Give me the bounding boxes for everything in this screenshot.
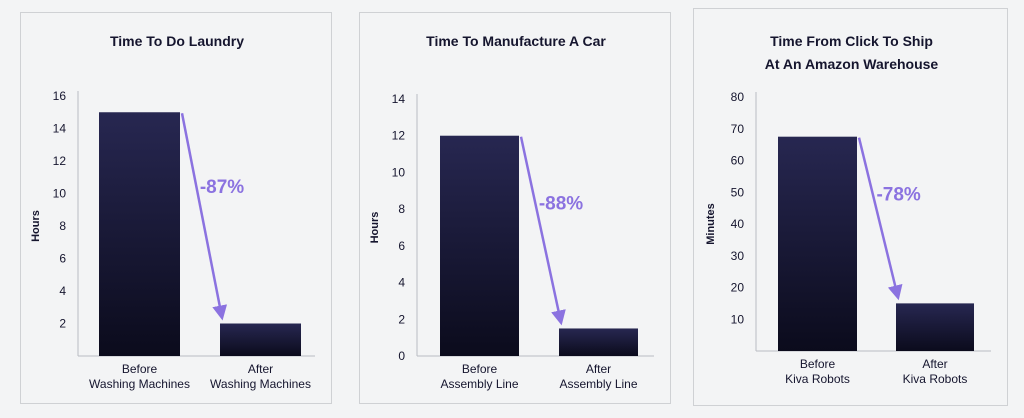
x-category-label: After	[922, 357, 947, 371]
y-tick-label: 60	[731, 154, 745, 168]
y-tick-label: 70	[731, 122, 745, 136]
y-tick-label: 40	[731, 217, 745, 231]
bar-after	[220, 323, 301, 356]
reduction-arrow	[519, 136, 566, 326]
y-tick-label: 16	[53, 89, 67, 103]
y-tick-label: 30	[731, 249, 745, 263]
y-tick-label: 14	[53, 122, 67, 136]
bar-before	[99, 112, 180, 356]
y-tick-label: 12	[392, 129, 406, 143]
chart-title: At An Amazon Warehouse	[765, 56, 939, 72]
x-category-label: Kiva Robots	[903, 372, 968, 386]
y-tick-label: 10	[53, 187, 67, 201]
percent-change-label: -78%	[876, 184, 920, 205]
chart-panel-car: Time To Manufacture A Car 14 12 10 8 6 4 2 0 Hour…	[359, 12, 671, 404]
reduction-arrow	[857, 137, 903, 301]
y-tick-label: 50	[731, 185, 745, 199]
x-category-label: Washing Machines	[89, 377, 190, 391]
x-category-label: Kiva Robots	[785, 372, 850, 386]
y-tick-label: 8	[398, 202, 405, 216]
y-tick-label: 4	[398, 276, 405, 290]
chart-panel-laundry: Time To Do Laundry 16 14 12 10 8 6 4 2 Hours Befor…	[20, 12, 332, 404]
x-category-label: Washing Machines	[210, 377, 311, 391]
x-category-label: Before	[800, 357, 836, 371]
y-axis-label: Minutes	[705, 203, 717, 245]
bar-before	[440, 135, 519, 356]
bar-after	[559, 328, 638, 356]
x-category-label: Before	[122, 362, 158, 376]
y-tick-label: 20	[731, 281, 745, 295]
y-tick-label: 2	[398, 312, 405, 326]
y-tick-label: 2	[59, 317, 66, 331]
y-tick-label: 80	[731, 90, 745, 104]
y-axis-label: Hours	[369, 212, 381, 244]
chart-title: Time To Do Laundry	[110, 33, 244, 49]
x-category-label: After	[586, 362, 611, 376]
chart-panel-amazon: Time From Click To Ship At An Amazon Ware…	[693, 8, 1008, 406]
bar-before	[778, 136, 857, 351]
chart-title: Time From Click To Ship	[770, 33, 933, 49]
bar-after	[896, 303, 974, 351]
y-tick-label: 10	[392, 165, 406, 179]
reduction-arrow	[180, 113, 228, 321]
x-category-label: Before	[462, 362, 498, 376]
x-category-label: Assembly Line	[440, 377, 518, 391]
x-category-label: After	[248, 362, 273, 376]
x-category-label: Assembly Line	[559, 377, 637, 391]
y-tick-label: 6	[59, 252, 66, 266]
percent-change-label: -87%	[200, 177, 244, 198]
y-tick-label: 8	[59, 219, 66, 233]
chart-laundry: Time To Do Laundry 16 14 12 10 8 6 4 2 Hours Befor…	[30, 33, 315, 391]
chart-amazon: Time From Click To Ship At An Amazon Ware…	[705, 33, 991, 386]
chart-title: Time To Manufacture A Car	[426, 33, 606, 49]
y-tick-label: 10	[731, 312, 745, 326]
y-tick-label: 4	[59, 284, 66, 298]
y-tick-label: 0	[398, 349, 405, 363]
y-tick-label: 6	[398, 239, 405, 253]
percent-change-label: -88%	[539, 193, 583, 214]
chart-car: Time To Manufacture A Car 14 12 10 8 6 4 2 0 Hour…	[369, 33, 654, 391]
y-tick-label: 14	[392, 92, 406, 106]
y-axis-label: Hours	[30, 210, 42, 242]
y-tick-label: 12	[53, 154, 67, 168]
